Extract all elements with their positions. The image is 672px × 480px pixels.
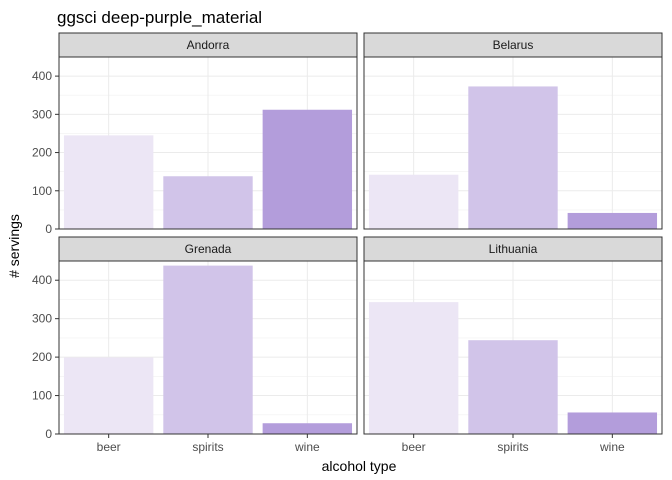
y-tick-label: 200 xyxy=(32,350,52,364)
x-axis-title: alcohol type xyxy=(322,458,397,474)
bar-lithuania-wine xyxy=(567,412,658,434)
x-tick-label: wine xyxy=(599,440,625,454)
chart-title: ggsci deep-purple_material xyxy=(57,8,262,27)
facet-strip-label: Belarus xyxy=(493,38,534,52)
facet-panel-grenada: Grenada 0 100 200 300 400 beer spirits wine xyxy=(32,236,358,454)
y-tick-label: 300 xyxy=(32,312,52,326)
bar-grenada-wine xyxy=(262,423,353,434)
facet-strip xyxy=(363,32,663,58)
y-tick-label: 300 xyxy=(32,107,52,121)
x-tick-label: spirits xyxy=(497,440,528,454)
y-tick-label: 100 xyxy=(32,184,52,198)
x-tick-label: wine xyxy=(294,440,320,454)
bar-grenada-spirits xyxy=(163,265,253,434)
x-tick-label: spirits xyxy=(192,440,223,454)
y-tick-label: 100 xyxy=(32,389,52,403)
y-tick-label: 0 xyxy=(45,222,52,236)
facet-strip xyxy=(363,236,663,262)
panel-border xyxy=(58,56,358,230)
bar-andorra-beer xyxy=(63,135,154,229)
y-tick-label: 400 xyxy=(32,273,52,287)
bar-belarus-wine xyxy=(567,212,658,229)
y-tick-label: 200 xyxy=(32,146,52,160)
y-axis-title: # servings xyxy=(6,214,22,278)
y-tick-label: 400 xyxy=(32,69,52,83)
facet-panel-belarus: Belarus xyxy=(363,32,663,230)
facet-panels: Andorra 0 100 200 300 400 Belarus Grenada 0 100 20… xyxy=(32,32,663,454)
bar-andorra-spirits xyxy=(163,176,253,229)
panel-border xyxy=(363,56,663,230)
facet-strip xyxy=(58,32,358,58)
facet-strip-label: Grenada xyxy=(185,242,232,256)
facet-panel-andorra: Andorra 0 100 200 300 400 xyxy=(32,32,358,236)
bar-lithuania-beer xyxy=(368,302,459,434)
facet-strip-label: Andorra xyxy=(187,38,230,52)
bar-belarus-spirits xyxy=(468,86,558,229)
x-tick-label: beer xyxy=(97,440,121,454)
y-tick-label: 0 xyxy=(45,427,52,441)
facet-strip xyxy=(58,236,358,262)
x-tick-label: beer xyxy=(402,440,426,454)
bar-belarus-beer xyxy=(368,174,459,229)
bar-andorra-wine xyxy=(262,109,353,229)
facet-panel-lithuania: Lithuania beer spirits wine xyxy=(363,236,663,454)
facet-strip-label: Lithuania xyxy=(489,242,538,256)
bar-grenada-beer xyxy=(63,357,154,434)
bar-lithuania-spirits xyxy=(468,340,558,434)
